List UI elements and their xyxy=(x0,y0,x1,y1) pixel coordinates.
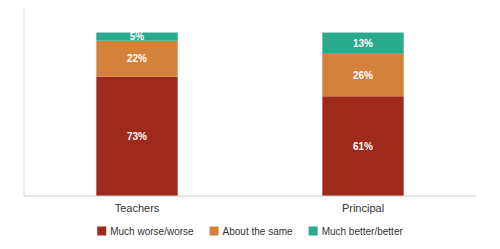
bars xyxy=(96,33,403,196)
x-tick-label: Principal xyxy=(342,202,384,214)
data-label: 73% xyxy=(127,131,147,142)
legend-swatch xyxy=(309,227,318,236)
chart: 73% 61% 22% 26% 5% 13% Teachers Principal Much w… xyxy=(0,0,500,249)
data-label: 13% xyxy=(353,38,373,49)
data-label: 61% xyxy=(353,141,373,152)
data-labels: 73% 61% 22% 26% 5% 13% xyxy=(127,31,373,152)
bar-segment xyxy=(96,77,177,196)
data-label: 22% xyxy=(127,53,147,64)
legend: Much worse/worse About the same Much bette… xyxy=(97,226,403,237)
x-tick-label: Teachers xyxy=(115,202,160,214)
bar-segment xyxy=(322,54,403,97)
bar-segment xyxy=(322,96,403,196)
legend-label: About the same xyxy=(223,226,293,237)
data-label: 26% xyxy=(353,70,373,81)
y-axis-line xyxy=(24,8,25,196)
data-label: 5% xyxy=(130,31,145,42)
bar-segment xyxy=(96,41,177,77)
legend-label: Much worse/worse xyxy=(110,226,194,237)
legend-swatch xyxy=(210,227,219,236)
legend-label: Much better/better xyxy=(322,226,404,237)
bar-segment xyxy=(322,33,403,54)
x-axis-line xyxy=(24,196,476,197)
legend-swatch xyxy=(97,227,106,236)
